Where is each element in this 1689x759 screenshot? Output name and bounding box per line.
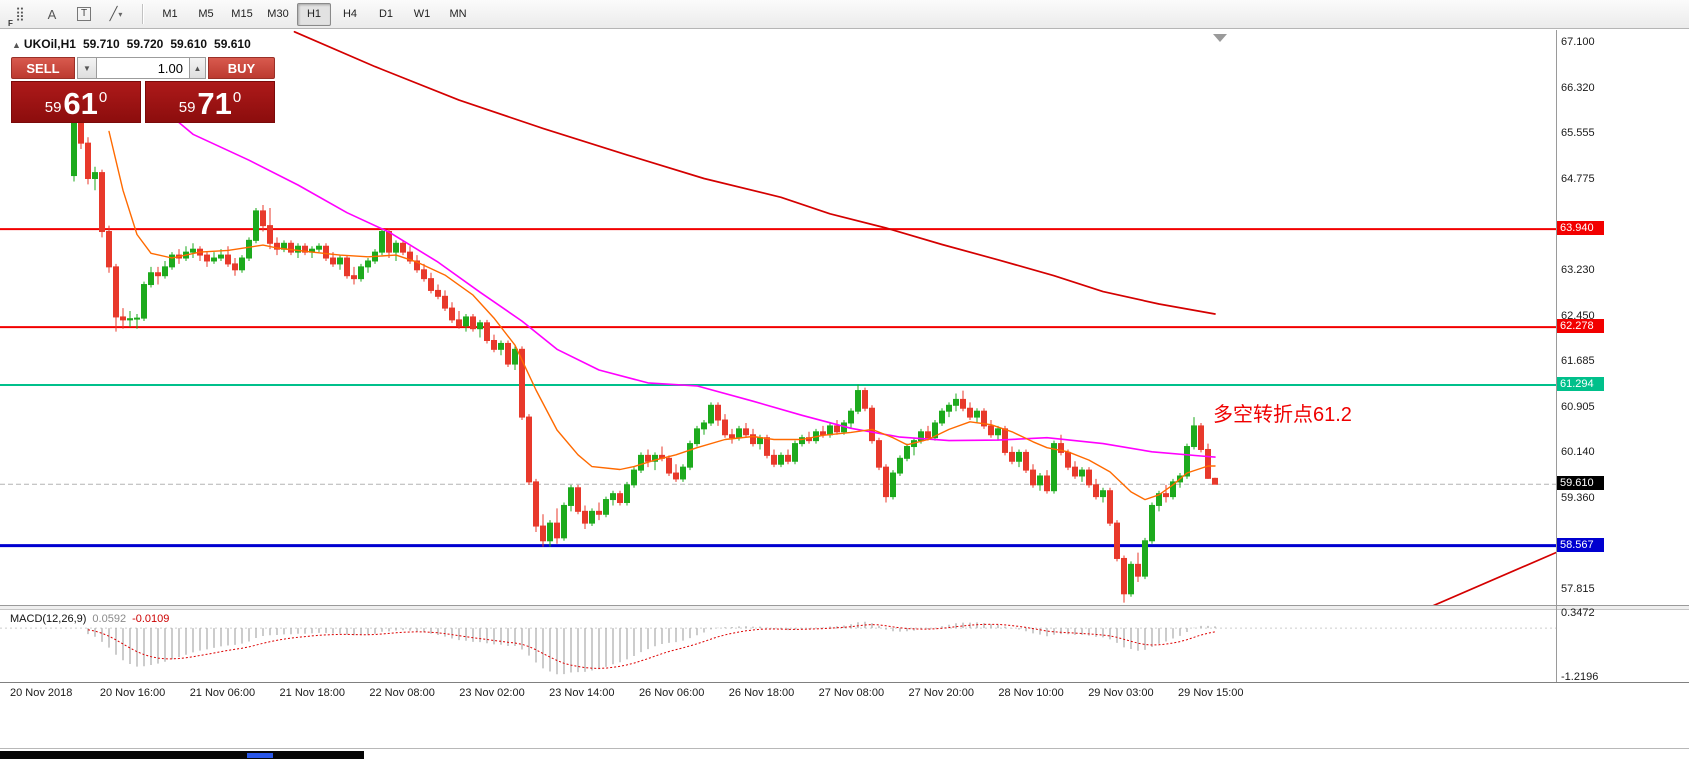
time-axis-label: 23 Nov 02:00 [459, 687, 525, 699]
candlestick-chart[interactable] [0, 30, 1557, 605]
time-axis[interactable]: 20 Nov 2018 20 Nov 16:00 21 Nov 06:00 21 No… [0, 682, 1689, 702]
quote-low: 59.610 [170, 37, 208, 51]
time-axis-label: 26 Nov 18:00 [728, 687, 795, 699]
symbol-marker-icon: ▲ [12, 40, 21, 50]
volume-increase-button[interactable]: ▲ [189, 57, 206, 79]
time-axis-label: 29 Nov 15:00 [1178, 687, 1244, 699]
price-tick-label: 65.555 [1561, 127, 1595, 140]
price-tick-label: 61.685 [1561, 354, 1595, 367]
timeframe-d1[interactable]: D1 [378, 7, 394, 20]
ask-pips: 71 [197, 86, 232, 121]
bid-pips: 61 [63, 86, 98, 121]
macd-main-value: 0.0592 [92, 613, 127, 625]
price-line-label: 58.567 [1557, 537, 1604, 552]
time-axis-label: 27 Nov 08:00 [818, 687, 885, 699]
taskbar-accent [247, 753, 273, 758]
timeframe-m1[interactable]: M1 [162, 7, 178, 20]
time-axis-label: 20 Nov 2018 [10, 687, 73, 699]
macd-name: MACD(12,26,9) [10, 613, 87, 625]
ask-price-display[interactable]: 59 71 0 [145, 81, 275, 123]
fibonacci-badge: F [8, 18, 13, 28]
macd-pane[interactable]: MACD(12,26,9) 0.0592 -0.0109 [0, 610, 1557, 682]
volume-input[interactable] [97, 57, 189, 79]
text-frame-icon[interactable]: T [70, 2, 98, 27]
quote-close: 59.610 [214, 37, 251, 51]
timeframe-mn[interactable]: MN [449, 7, 467, 20]
drawing-tools-group: ⣿ F A T ╱ ▾ [6, 2, 134, 28]
quote-high: 59.720 [126, 37, 164, 51]
chart-annotation: 多空转折点61.2 [1213, 404, 1352, 426]
bid-point: 0 [98, 89, 108, 106]
macd-axis-min: -1.2196 [1561, 671, 1599, 683]
text-label-icon[interactable]: A [47, 6, 57, 22]
volume-decrease-button[interactable]: ▼ [77, 57, 97, 79]
price-tick-label: 64.775 [1561, 172, 1595, 185]
price-line-label: 62.278 [1557, 319, 1604, 334]
draw-shapes-icon[interactable]: ╱ ▾ [109, 6, 123, 21]
macd-indicator-label: MACD(12,26,9) 0.0592 -0.0109 [10, 613, 169, 625]
quote-open: 59.710 [82, 37, 120, 51]
quote-line: ▲ UKOil,H1 59.710 59.720 59.610 59.610 [12, 37, 251, 51]
timeframe-m30[interactable]: M30 [267, 7, 289, 20]
price-line-label: 61.294 [1557, 377, 1604, 392]
toolbar-separator [142, 4, 144, 24]
dropdown-caret-icon: ▾ [118, 9, 123, 19]
time-axis-label: 29 Nov 03:00 [1088, 687, 1154, 699]
timeframe-h1[interactable]: H1 [297, 2, 331, 26]
toolbar: ⣿ F A T ╱ ▾ M1 M5 M15 M30 H1 H4 D1 W1 MN [0, 0, 1689, 29]
price-tick-label: 63.230 [1561, 263, 1595, 276]
sell-button[interactable]: SELL [11, 57, 75, 79]
crosshair-grid-icon[interactable]: ⣿ F [8, 6, 25, 28]
window-bottom-border [0, 748, 1689, 749]
price-tick-label: 67.100 [1561, 36, 1595, 48]
time-axis-label: 22 Nov 08:00 [369, 687, 435, 699]
quote-symbol: UKOil,H1 [23, 37, 76, 51]
time-axis-label: 26 Nov 06:00 [638, 687, 705, 699]
price-line-label: 63.940 [1557, 221, 1604, 236]
buy-button[interactable]: BUY [208, 57, 275, 79]
price-tick-label: 60.140 [1561, 446, 1595, 458]
price-tick-label: 66.320 [1561, 81, 1595, 94]
macd-axis-max: 0.3472 [1561, 607, 1595, 619]
time-axis-label: 20 Nov 16:00 [99, 687, 166, 699]
time-axis-label: 28 Nov 10:00 [998, 687, 1064, 699]
timeframe-h4[interactable]: H4 [342, 7, 358, 20]
taskbar-edge [0, 751, 364, 759]
price-tick-label: 62.450 [1561, 309, 1595, 322]
bid-price-display[interactable]: 59 61 0 [11, 81, 141, 123]
price-axis-border [1556, 30, 1557, 682]
time-axis-label: 21 Nov 06:00 [189, 687, 256, 699]
timeframe-group: M1 M5 M15 M30 H1 H4 D1 W1 MN [152, 2, 476, 26]
ask-point: 0 [232, 89, 242, 106]
timeframe-w1[interactable]: W1 [413, 7, 431, 20]
price-tick-label: 60.905 [1561, 400, 1595, 413]
price-line-label: 59.610 [1557, 476, 1604, 491]
price-tick-label: 57.815 [1561, 582, 1595, 595]
ask-figure: 59 [178, 99, 196, 116]
price-tick-label: 59.360 [1561, 491, 1595, 504]
pane-splitter[interactable] [0, 605, 1689, 610]
main-chart[interactable]: ▲ UKOil,H1 59.710 59.720 59.610 59.610 SELL ▼… [0, 30, 1557, 605]
macd-signal-value: -0.0109 [132, 613, 170, 625]
time-axis-label: 23 Nov 14:00 [549, 687, 615, 699]
timeframe-m15[interactable]: M15 [231, 7, 253, 20]
time-axis-label: 21 Nov 18:00 [279, 687, 345, 699]
chart-shift-marker-icon[interactable] [1213, 34, 1227, 42]
time-axis-label: 27 Nov 20:00 [908, 687, 974, 699]
macd-chart [0, 621, 1556, 675]
bid-figure: 59 [44, 99, 62, 116]
timeframe-m5[interactable]: M5 [198, 7, 214, 20]
